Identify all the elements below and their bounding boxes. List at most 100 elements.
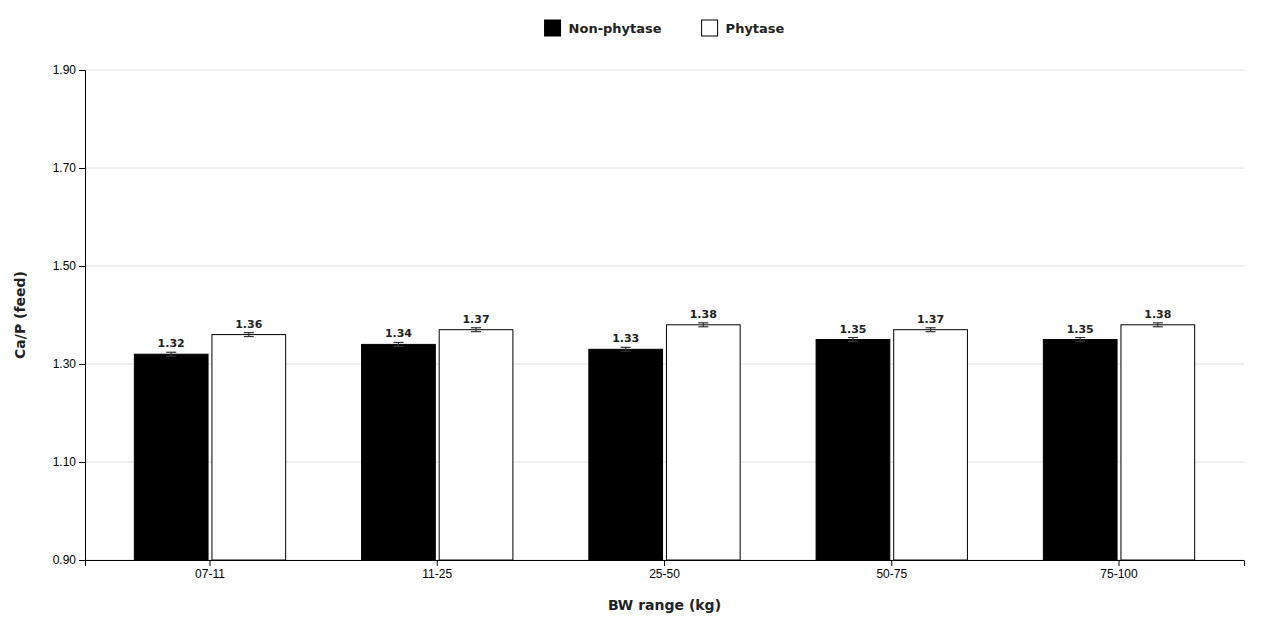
- bar: [816, 340, 890, 561]
- axis-line: [86, 561, 1245, 567]
- tick-mark: [79, 70, 85, 71]
- error-bar: [393, 342, 403, 346]
- data-label: 1.37: [917, 313, 944, 326]
- error-bar: [471, 328, 481, 332]
- error-cap: [166, 352, 176, 353]
- tick-label: 50-75: [876, 567, 907, 581]
- error-cap: [1075, 341, 1085, 342]
- bar: [212, 335, 286, 560]
- tick-mark: [1119, 560, 1120, 566]
- error-cap: [244, 336, 254, 337]
- tick: 11-25: [422, 560, 452, 581]
- tick-label: 1.90: [53, 63, 77, 77]
- data-label: 1.33: [612, 332, 639, 345]
- error-cap: [393, 342, 403, 343]
- plot: 1.32 1.34 1.33 1.35 1.35 1.36 1.37 1.38 1.37 1.38…: [12, 63, 1245, 613]
- x-axis-title: BW range (kg): [608, 597, 721, 613]
- bar: [894, 330, 968, 560]
- axis-line: [79, 71, 86, 561]
- tick-mark: [437, 560, 438, 566]
- bar: [439, 330, 513, 560]
- bar: [362, 344, 436, 560]
- error-cap: [698, 322, 708, 323]
- tick: 50-75: [876, 560, 907, 581]
- error-bar: [244, 333, 254, 337]
- marks: [134, 323, 1194, 560]
- data-label: 1.37: [462, 313, 489, 326]
- bar: [1121, 325, 1195, 560]
- x-axis: 07-11 11-25 25-50 50-75 75-100: [86, 560, 1245, 581]
- tick-mark: [79, 266, 85, 267]
- tick: 75-100: [1100, 560, 1138, 581]
- bar: [134, 354, 208, 560]
- tick: 1.50: [53, 259, 85, 273]
- error-cap: [1075, 337, 1085, 338]
- data-label: 1.38: [1144, 308, 1171, 321]
- error-cap: [848, 337, 858, 338]
- tick-label: 1.50: [53, 259, 77, 273]
- error-cap: [848, 341, 858, 342]
- tick-label: 1.70: [53, 161, 77, 175]
- tick: 1.30: [53, 357, 85, 371]
- error-cap: [926, 327, 936, 328]
- error-bar: [698, 323, 708, 327]
- tick-label: 75-100: [1100, 567, 1138, 581]
- bar: [666, 325, 740, 560]
- tick-mark: [891, 560, 892, 566]
- data-label: 1.36: [235, 318, 262, 331]
- tick: 1.10: [53, 455, 85, 469]
- data-label: 1.35: [1067, 323, 1094, 336]
- error-cap: [926, 331, 936, 332]
- tick-mark: [664, 560, 665, 566]
- tick: 07-11: [195, 560, 225, 581]
- bar: [1043, 340, 1117, 561]
- data-label: 1.35: [839, 323, 866, 336]
- chart: 1.32 1.34 1.33 1.35 1.35 1.36 1.37 1.38 1.37 1.38…: [0, 0, 1274, 630]
- y-axis-title: Ca/P (feed): [12, 271, 28, 359]
- tick-label: 25-50: [649, 567, 680, 581]
- tick-label: 1.10: [53, 455, 77, 469]
- error-cap: [1153, 326, 1163, 327]
- tick: 0.90: [53, 553, 85, 567]
- grid-line: [85, 70, 1244, 71]
- data-label: 1.32: [158, 337, 185, 350]
- data-labels: 1.32 1.34 1.33 1.35 1.35 1.36 1.37 1.38 1.37 1.38: [158, 308, 1172, 350]
- data-label: 1.34: [385, 327, 412, 340]
- error-bar: [166, 352, 176, 356]
- error-bar: [1153, 323, 1163, 327]
- tick-label: 0.90: [53, 553, 77, 567]
- data-label: 1.38: [690, 308, 717, 321]
- legend-swatch: [702, 20, 718, 36]
- legend-label: Phytase: [726, 21, 785, 36]
- error-cap: [621, 351, 631, 352]
- bar: [589, 349, 663, 560]
- tick-label: 1.30: [53, 357, 77, 371]
- grid-line: [85, 266, 1244, 267]
- legend-swatch: [545, 20, 561, 36]
- grid: [85, 70, 1244, 560]
- y-axis: 0.90 1.10 1.30 1.50 1.70 1.90: [53, 63, 86, 567]
- tick: 1.90: [53, 63, 85, 77]
- tick-mark: [79, 364, 85, 365]
- series: [212, 323, 1195, 560]
- error-bar: [1075, 338, 1085, 342]
- legend-item: Phytase: [702, 20, 785, 36]
- grid-line: [85, 168, 1244, 169]
- tick-label: 07-11: [195, 567, 225, 581]
- error-cap: [166, 356, 176, 357]
- tick-mark: [79, 560, 85, 561]
- tick-mark: [79, 462, 85, 463]
- tick-label: 11-25: [422, 567, 452, 581]
- error-bar: [848, 338, 858, 342]
- legend-label: Non-phytase: [569, 21, 662, 36]
- error-cap: [244, 332, 254, 333]
- error-cap: [393, 346, 403, 347]
- error-cap: [698, 326, 708, 327]
- tick: 25-50: [649, 560, 680, 581]
- legend: Non-phytase Phytase: [545, 20, 785, 36]
- error-cap: [471, 327, 481, 328]
- error-cap: [471, 331, 481, 332]
- tick-mark: [209, 560, 210, 566]
- error-bar: [926, 328, 936, 332]
- error-cap: [1153, 322, 1163, 323]
